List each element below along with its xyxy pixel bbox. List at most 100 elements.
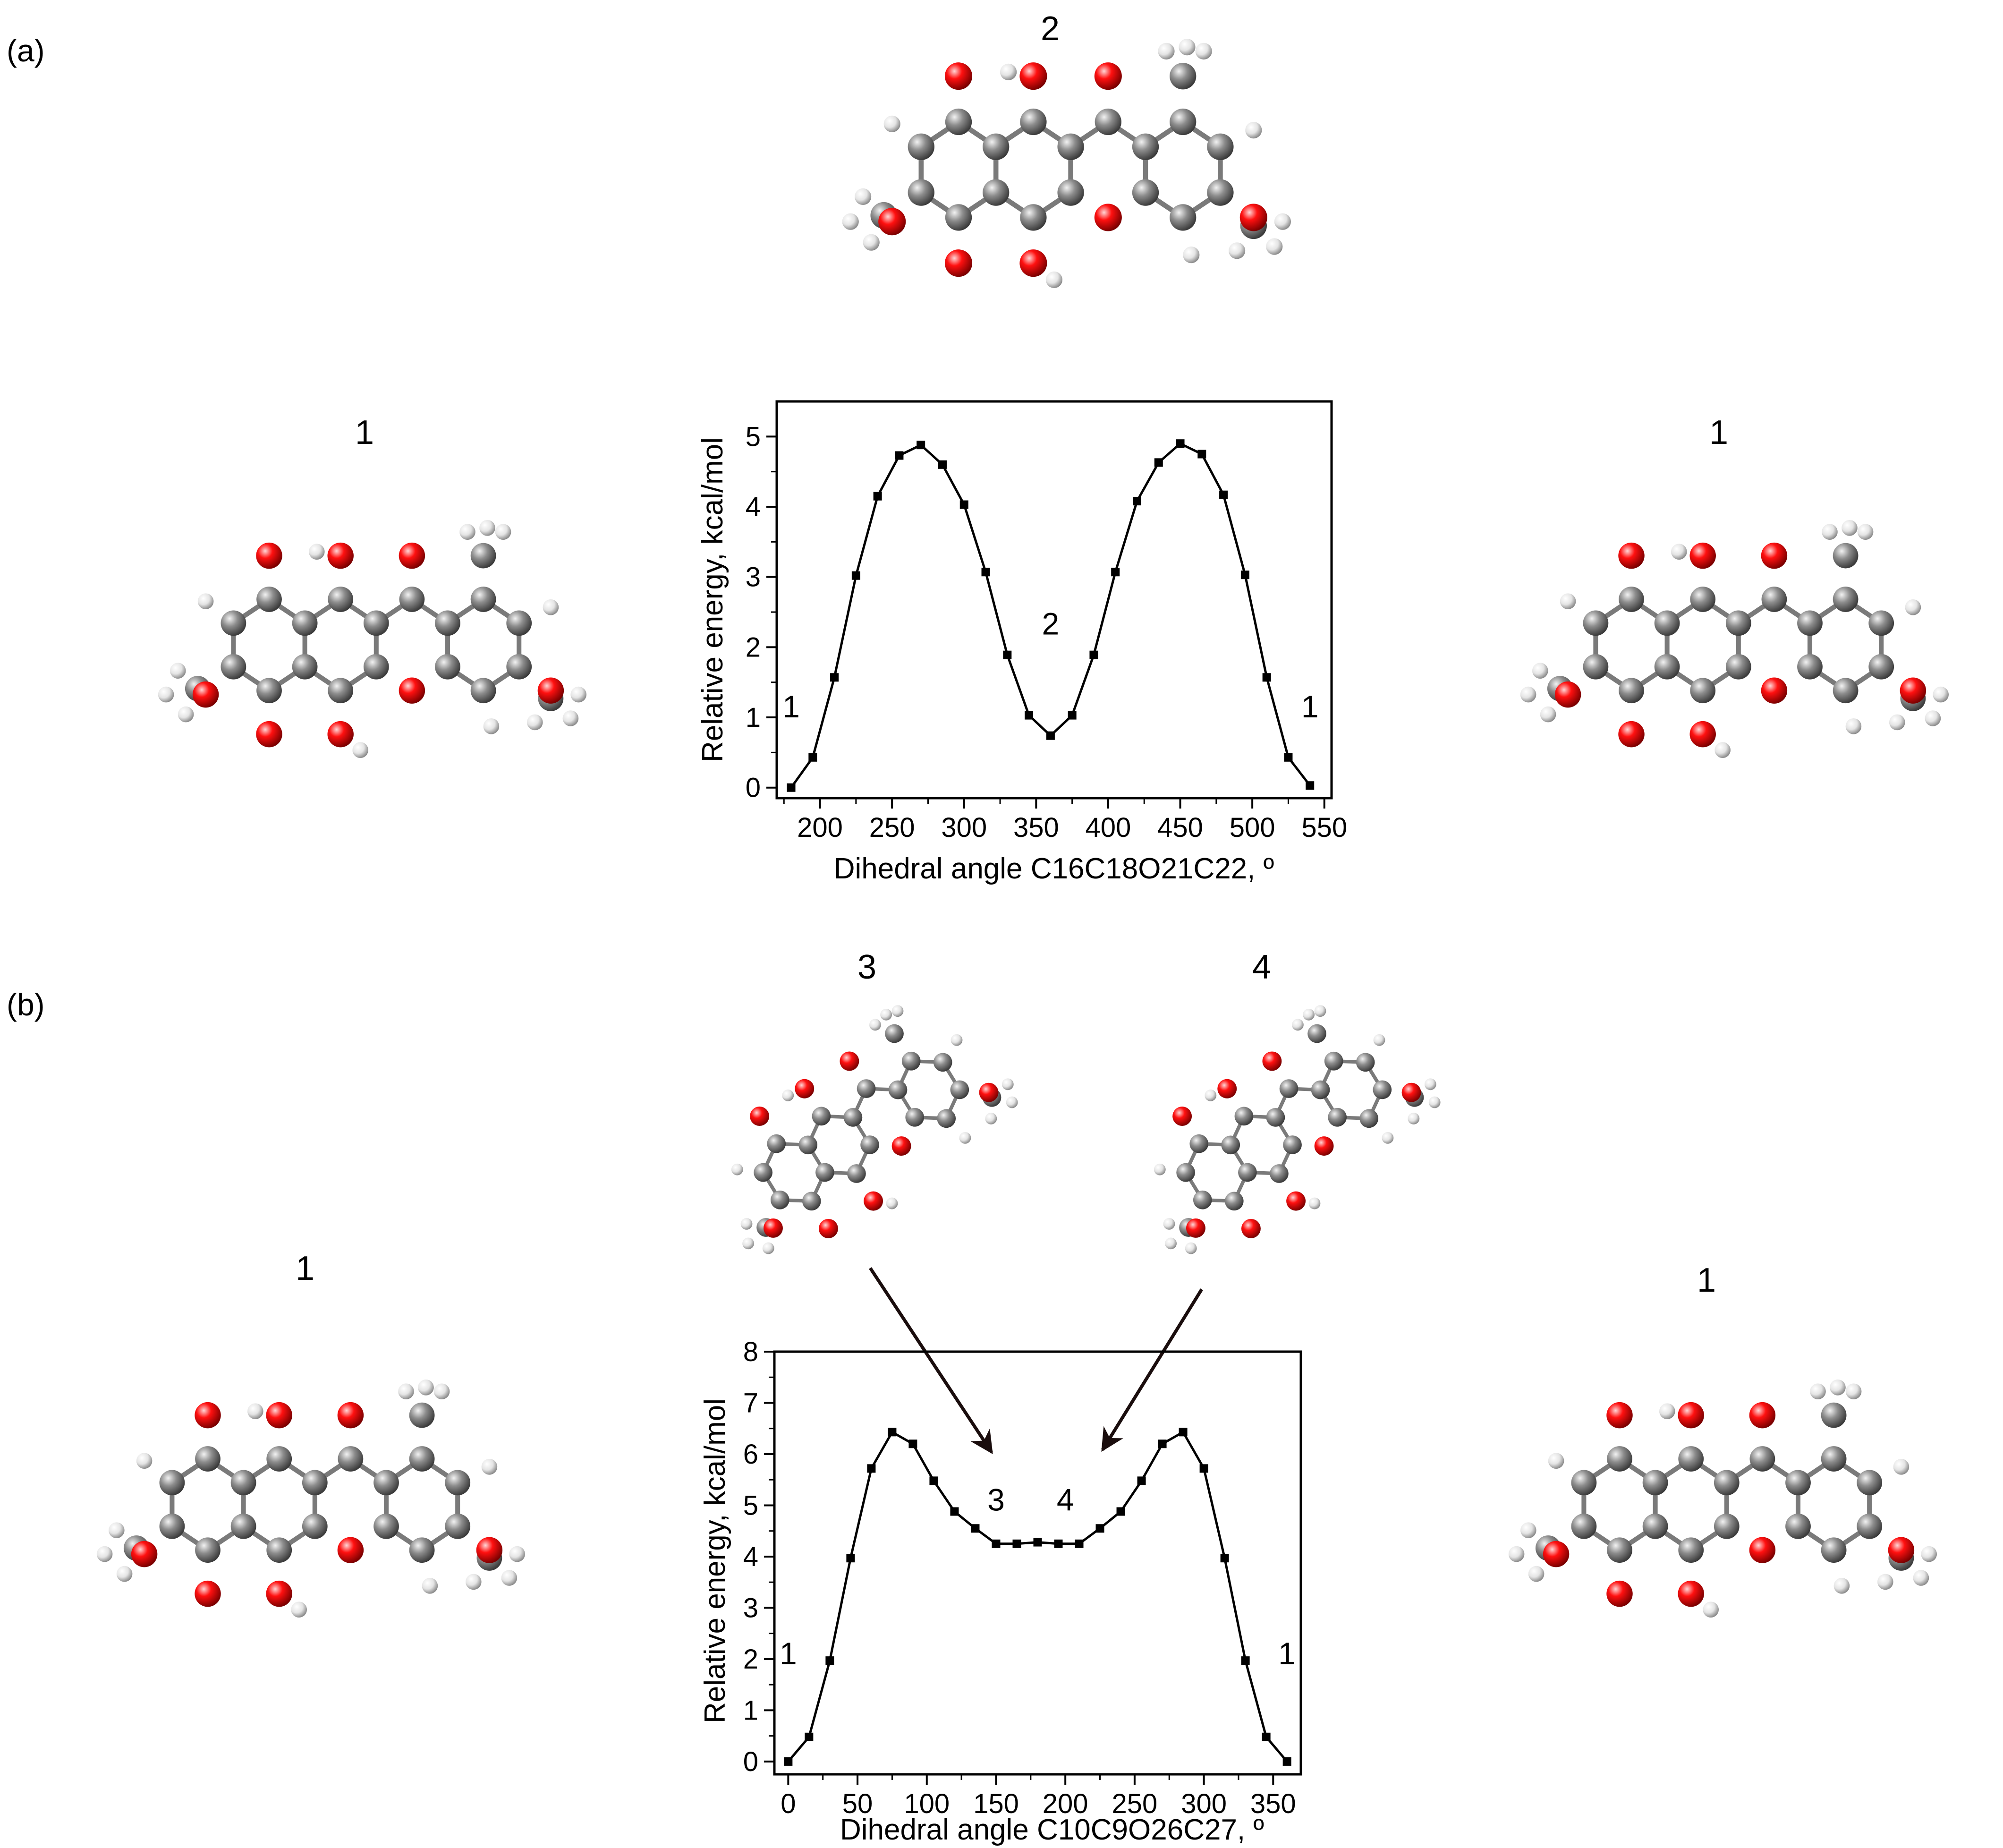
hydrogen-atom: [433, 1383, 450, 1399]
chart-b-points: [784, 1428, 1291, 1766]
chart-a-data-point: [1025, 711, 1034, 720]
carbon-atom: [256, 678, 282, 704]
hydrogen-atom: [842, 213, 859, 230]
carbon-atom: [1785, 1513, 1811, 1539]
carbon-atom: [1619, 678, 1644, 704]
carbon-atom: [1189, 1134, 1209, 1153]
molecule-label-1-right-a: 1: [1709, 414, 1728, 451]
hydrogen-atom: [501, 1570, 518, 1586]
oxygen-atom: [537, 677, 564, 704]
oxygen-atom: [1618, 721, 1645, 748]
hydrogen-atom: [197, 593, 214, 609]
chart-b-data-point: [1158, 1439, 1167, 1448]
carbon-atom: [983, 133, 1010, 160]
chart-a-data-point: [1132, 497, 1141, 506]
carbon-atom: [1678, 1446, 1704, 1472]
hydrogen-atom: [1933, 686, 1949, 703]
carbon-atom: [1642, 1470, 1668, 1496]
carbon-atom: [435, 654, 460, 680]
hydrogen-atom: [1000, 63, 1017, 80]
carbon-atom: [1654, 610, 1680, 636]
carbon-atom: [230, 1513, 256, 1539]
carbon-atom: [302, 1470, 328, 1496]
arrow-to-minimum-3: [869, 1267, 993, 1455]
chart-b-xtick-label: 200: [1043, 1788, 1088, 1819]
carbon-atom: [1095, 108, 1121, 136]
chart-b-data-point: [1116, 1507, 1125, 1516]
chart-b-annotations: 1 3 4 1: [780, 1482, 1296, 1670]
hydrogen-atom: [1382, 1132, 1394, 1144]
chart-a-data-point: [1154, 458, 1163, 467]
chart-b-data-point: [1033, 1538, 1042, 1547]
oxygen-atom: [840, 1051, 859, 1071]
chart-b-annotation: 1: [1278, 1636, 1296, 1671]
carbon-atom: [1619, 587, 1644, 612]
molecule-label-4: 4: [1252, 948, 1271, 986]
hydrogen-atom: [782, 1090, 794, 1101]
carbon-atom: [328, 678, 354, 704]
chart-a-data-point: [1003, 650, 1012, 659]
chart-a-xtick-label: 550: [1301, 812, 1347, 843]
molecule-model-7: [1508, 1380, 1937, 1618]
oxygen-atom: [399, 677, 425, 704]
hydrogen-atom: [109, 1522, 125, 1538]
chart-a-xtick-label: 300: [941, 812, 987, 843]
hydrogen-atom: [291, 1601, 307, 1618]
oxygen-atom: [327, 542, 354, 569]
molecule-model-6: [96, 1380, 525, 1618]
chart-b-ytick-label: 1: [743, 1695, 758, 1726]
carbon-atom: [1238, 1163, 1257, 1182]
carbon-atom: [1642, 1513, 1668, 1539]
chart-b-xtick-label: 100: [904, 1788, 950, 1819]
carbon-atom: [888, 1080, 908, 1099]
carbon-atom: [470, 587, 496, 612]
oxygen-atom: [1286, 1191, 1306, 1211]
chart-b-data-point: [950, 1507, 959, 1516]
chart-b-xtick-label: 350: [1250, 1788, 1296, 1819]
oxygen-atom: [195, 1402, 221, 1429]
carbon-atom: [1224, 1192, 1244, 1211]
carbon-atom: [1857, 1513, 1883, 1539]
hydrogen-atom: [1925, 710, 1941, 726]
hydrogen-atom: [1845, 1383, 1862, 1399]
chart-b-data-point: [908, 1439, 917, 1448]
carbon-atom: [1607, 1446, 1632, 1472]
chart-b-ytick-label: 4: [743, 1541, 758, 1572]
hydrogen-atom: [1540, 706, 1556, 723]
hydrogen-atom: [731, 1163, 743, 1175]
chart-b-xlabel: Dihedral angle C10C9O26C27, º: [840, 1814, 1264, 1846]
carbon-atom: [1725, 610, 1751, 636]
hydrogen-atom: [170, 663, 186, 679]
hydrogen-atom: [1158, 43, 1175, 60]
chart-a-data-point: [1111, 568, 1120, 577]
chart-b-ytick-label: 6: [743, 1439, 758, 1470]
chart-b-xtick-label: 150: [973, 1788, 1019, 1819]
carbon-atom: [1221, 1135, 1240, 1155]
chart-a-ytick-label: 1: [746, 702, 761, 733]
chart-b-data-point: [992, 1539, 1001, 1548]
chart-b-series-line: [787, 1430, 1288, 1763]
oxygen-atom: [327, 721, 354, 748]
hydrogen-atom: [1508, 1546, 1525, 1562]
chart-a-xtick-label: 200: [797, 812, 843, 843]
carbon-atom: [1654, 654, 1680, 680]
oxygen-atom: [192, 681, 219, 708]
chart-a-data-point: [1089, 650, 1098, 659]
molecule-models: [96, 39, 1949, 1618]
carbon-atom: [1279, 1079, 1299, 1098]
hydrogen-atom: [1913, 1570, 1929, 1586]
carbon-atom: [933, 1053, 952, 1072]
hydrogen-atom: [459, 524, 475, 540]
carbon-atom: [1797, 654, 1823, 680]
hydrogen-atom: [1703, 1601, 1719, 1618]
carbon-atom: [983, 179, 1010, 206]
chart-a-data-point: [830, 673, 839, 682]
chart-b-data-point: [846, 1554, 855, 1563]
chart-a-xlabel: Dihedral angle C16C18O21C22, º: [834, 852, 1274, 885]
carbon-atom: [798, 1135, 818, 1155]
hydrogen-atom: [1671, 544, 1687, 560]
carbon-atom: [1373, 1080, 1392, 1099]
